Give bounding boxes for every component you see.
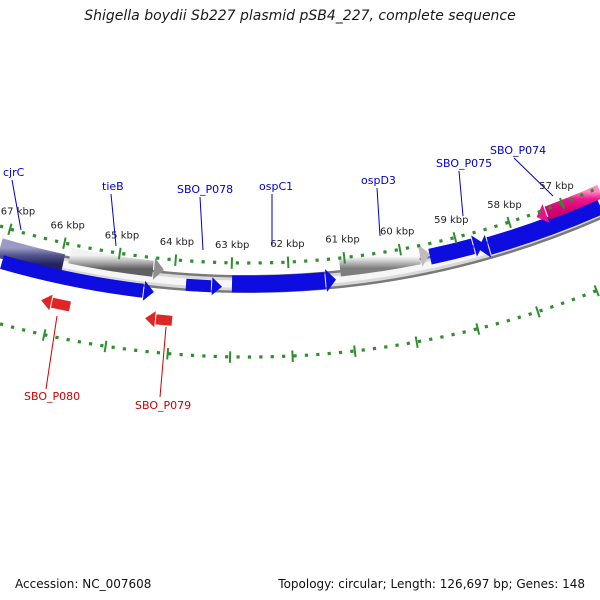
leader-line-SBO_P075 — [458, 170, 464, 217]
gene-arrow-red-1-head[interactable] — [41, 294, 53, 311]
ruler-tick — [559, 197, 566, 210]
gene-arrow-blue-3[interactable] — [428, 238, 476, 265]
gene-arrow-gray[interactable] — [68, 247, 154, 277]
leader-line-SBO_P080 — [45, 315, 58, 390]
ruler-tick-lower — [353, 345, 357, 358]
ruler-tick-lower — [41, 329, 47, 341]
gene-arrow-red-1[interactable] — [50, 297, 71, 312]
ruler-tick-label: 66 kbp — [51, 220, 85, 231]
ruler-tick — [342, 251, 346, 264]
leader-lines — [11, 157, 554, 398]
gene-labels: cjrC tieB SBO_P078 ospC1 ospD3 SBO_P075 … — [3, 144, 546, 412]
ruler-tick-lower — [414, 336, 419, 348]
topology-text: Topology: circular; Length: 126,697 bp; … — [278, 577, 585, 591]
accession-text: Accession: NC_007608 — [15, 577, 152, 591]
gene-arrow-blue-3-head[interactable] — [471, 235, 484, 257]
gene-label-tieB[interactable]: tieB — [102, 180, 124, 193]
gene-arrow-ospC1[interactable] — [231, 272, 326, 293]
gene-label-ospC1[interactable]: ospC1 — [259, 180, 293, 193]
ruler-tick-label: 60 kbp — [380, 227, 414, 238]
gene-arrow-blue-2-head[interactable] — [211, 277, 222, 296]
ruler-tick — [117, 247, 122, 260]
gene-label-cjrC[interactable]: cjrC — [3, 166, 25, 179]
ruler-tick-label: 57 kbp — [539, 181, 573, 192]
sequence-title: Shigella boydii Sb227 plasmid pSB4_227, … — [84, 8, 516, 24]
gene-arrow-gray-head[interactable] — [152, 257, 164, 280]
ruler-tick-lower — [593, 285, 600, 297]
ruler-tick — [452, 231, 458, 244]
ruler-tick — [174, 254, 178, 266]
gene-arrow-red-2[interactable] — [155, 314, 173, 326]
leader-line-ospD3 — [376, 187, 381, 237]
gene-arrow-ospD3-head[interactable] — [417, 244, 430, 267]
ruler-tick-lower — [475, 323, 481, 335]
gene-arrow-blue-1-head[interactable] — [142, 280, 154, 301]
ruler-tick-label: 58 kbp — [487, 200, 521, 211]
ruler-tick-label: 61 kbp — [325, 235, 359, 246]
ruler-tick-label: 65 kbp — [105, 230, 139, 241]
ruler-tick-label: 64 kbp — [160, 237, 194, 248]
leader-line-SBO_P079 — [159, 326, 167, 398]
gene-label-SBO_P080[interactable]: SBO_P080 — [24, 390, 80, 403]
gene-arrow-magenta-head[interactable] — [536, 204, 550, 223]
status-bar: Accession: NC_007608 Topology: circular;… — [0, 577, 600, 591]
gene-arrow-ospD3[interactable] — [339, 247, 421, 277]
gene-arrow-blue-4-head[interactable] — [478, 234, 492, 258]
ruler-tick — [506, 216, 512, 229]
gene-arrow-ospC1-head[interactable] — [325, 269, 336, 292]
gene-arrow-red-2-head[interactable] — [145, 311, 156, 328]
ruler-tick-lower — [166, 348, 170, 360]
ruler-tick-lower — [291, 350, 294, 363]
leader-line-cjrC — [11, 179, 22, 231]
ruler-tick — [62, 237, 67, 250]
ruler-tick-label: 63 kbp — [215, 240, 249, 251]
ruler-tick — [286, 256, 290, 269]
leader-line-SBO_P074 — [513, 157, 554, 197]
ruler-tick-label: 59 kbp — [434, 215, 468, 226]
gene-label-ospD3[interactable]: ospD3 — [361, 174, 396, 187]
ruler-tick-lower — [535, 306, 541, 318]
gene-arrow-blue-2[interactable] — [185, 278, 212, 293]
ruler-tick — [7, 223, 13, 236]
gene-block-navy[interactable] — [0, 238, 66, 274]
ruler-tick-label: 62 kbp — [270, 239, 304, 250]
lower-ruler-dots — [0, 287, 600, 359]
gene-arrow-blue-4[interactable] — [486, 197, 600, 255]
gene-arrow-blue-1[interactable] — [0, 255, 144, 298]
leader-line-SBO_P078 — [199, 196, 204, 251]
ruler-tick-lower — [103, 340, 108, 353]
ruler-tick — [397, 243, 402, 256]
gene-label-SBO_P075[interactable]: SBO_P075 — [436, 157, 492, 170]
leader-line-tieB — [110, 193, 117, 247]
gene-label-SBO_P079[interactable]: SBO_P079 — [135, 399, 191, 412]
gene-label-SBO_P078[interactable]: SBO_P078 — [177, 183, 233, 196]
gene-label-SBO_P074[interactable]: SBO_P074 — [490, 144, 546, 157]
